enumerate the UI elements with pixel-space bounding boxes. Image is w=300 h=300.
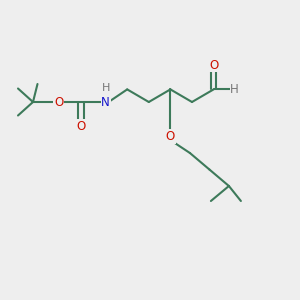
Text: O: O: [54, 95, 63, 109]
Text: N: N: [101, 95, 110, 109]
Text: H: H: [230, 83, 239, 96]
Text: O: O: [166, 130, 175, 143]
Text: O: O: [209, 59, 218, 72]
Text: H: H: [101, 82, 110, 93]
Text: O: O: [76, 119, 85, 133]
